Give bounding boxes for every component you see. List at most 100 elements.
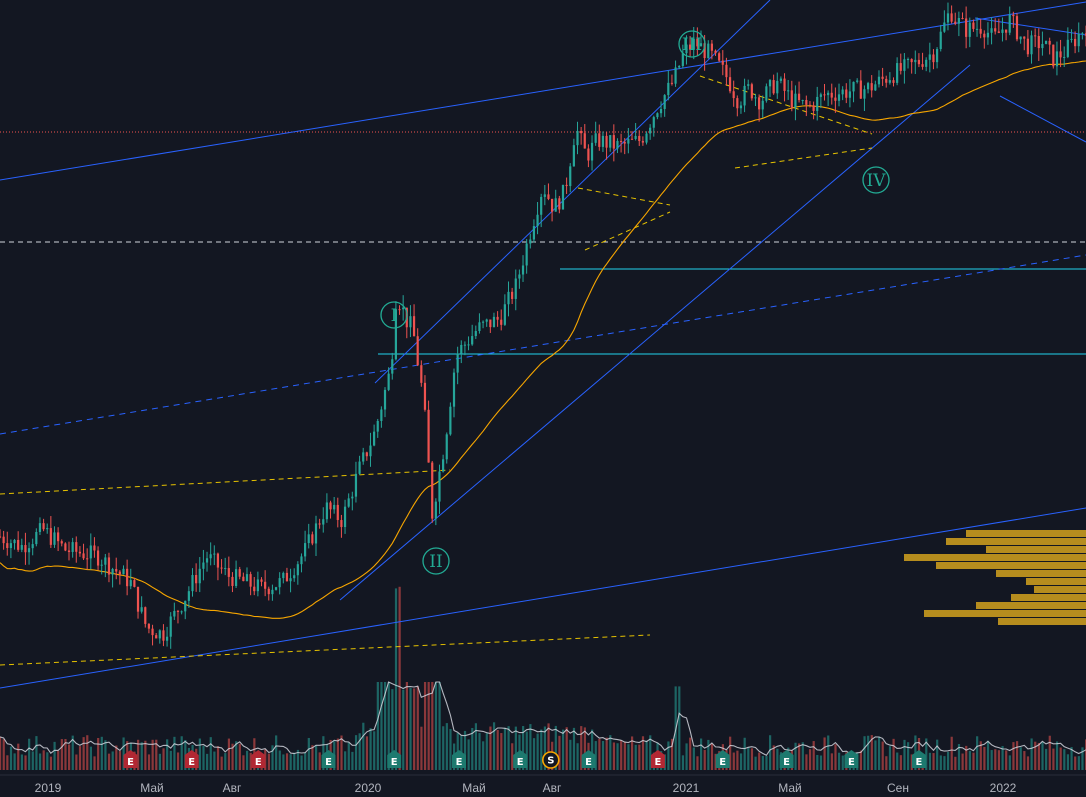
earnings-marker-label: E [255,757,262,768]
candles [0,2,1086,649]
volume-bar [1019,747,1022,770]
volume-bar [158,753,162,770]
candle-body [543,194,546,197]
volume-bar [503,727,507,770]
candle-body [848,91,852,98]
volume-profile-row [924,610,1086,617]
candle-body [1012,14,1015,17]
candle-body [122,568,125,575]
volume-bar [507,726,510,770]
volume-bar [827,735,830,770]
volume-bar [413,688,416,770]
volume-bar [169,750,172,770]
candle-body [445,434,448,460]
volume-bar [801,742,804,770]
candle-body [1044,40,1048,44]
volume-bar [304,752,307,770]
candle-body [1059,51,1062,58]
candle-body [82,553,85,559]
candle-body [674,67,677,84]
candle-body [318,523,321,525]
candle-body [1063,56,1066,58]
volume-bar [576,743,579,770]
volume-bar [93,756,96,770]
candle-body [841,89,844,95]
candle-body [896,63,899,83]
volume-bar [173,736,176,770]
volume-bar [220,756,223,770]
candle-body [1008,14,1011,33]
candle-body [874,84,877,91]
candle-body [649,127,652,134]
candle-body [703,43,706,59]
volume-bar [877,736,881,770]
volume-bar [743,737,746,770]
candle-body [49,528,52,545]
candle-body [518,274,521,279]
earnings-marker-label: E [456,757,463,768]
candle-body [245,574,249,582]
volume-bar [147,754,151,770]
candle-body [805,99,808,105]
volume-bar [939,755,942,770]
x-tick-label: Май [140,781,164,795]
wave-label-circle [422,547,450,575]
candle-body [409,316,412,328]
candle-body [783,78,786,91]
volume-bar [961,753,964,770]
volume-bar [434,682,438,770]
candle-body [35,531,38,545]
candle-body [925,59,928,67]
volume-bar [903,739,906,770]
candle-body [17,539,20,550]
candle-body [521,265,525,275]
candle-body [866,83,870,90]
candle-body [442,459,445,472]
candle-body [536,214,539,227]
candle-body [801,99,804,101]
candle-body [158,630,161,639]
candle-body [979,28,982,34]
candle-body [191,575,194,592]
volume-bar [1005,750,1008,770]
volume-bar [340,735,343,770]
candle-body [231,576,234,586]
earnings-marker [387,750,402,768]
volume-bar [369,728,372,770]
volume-bar [623,742,626,770]
candle-body [362,452,365,462]
volume-bar [289,754,292,770]
candle-body [224,568,227,570]
candle-body [681,53,684,66]
candle-body [790,90,793,108]
candle-body [725,64,728,78]
volume-bar [213,751,216,770]
volume-bar [729,736,732,770]
candle-body [645,133,648,143]
candle-body [485,319,488,322]
candle-body [358,461,361,474]
candle-body [162,630,165,641]
candle-body [601,135,605,147]
candle-body [787,90,790,92]
volume-bar [776,748,779,770]
candle-body [946,13,950,23]
candle-body [398,309,401,311]
candle-body [503,304,506,325]
time-axis: 2019 Май Авг 2020 Май Авг 2021 Май Сен 2022 [0,774,1086,795]
volume-bar [689,737,692,770]
volume-bar [431,682,434,770]
earnings-marker [715,750,730,768]
volume-profile-row [966,530,1086,537]
candle-body [598,133,601,147]
candle-body [1026,38,1029,55]
candle-body [1084,33,1086,36]
volume-bar [838,752,841,770]
candle-body [1019,36,1022,40]
candle-body [532,226,536,240]
candle-body [274,587,278,590]
volume-bar [946,751,950,770]
volume-bar [1041,741,1044,770]
volume-bar [739,753,743,770]
